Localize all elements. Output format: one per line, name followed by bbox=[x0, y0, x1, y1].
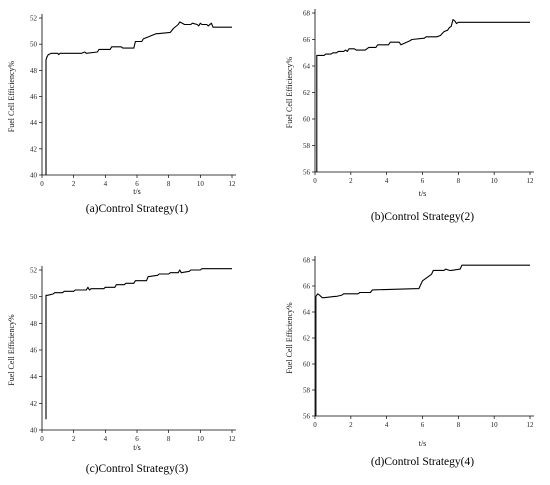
x-tick-label: 2 bbox=[72, 435, 76, 443]
panel-caption: (b)Control Strategy(2) bbox=[371, 211, 474, 223]
y-tick-label: 62 bbox=[303, 335, 311, 343]
y-tick-label: 42 bbox=[30, 400, 38, 408]
x-tick-label: 2 bbox=[349, 421, 353, 429]
x-tick-label: 10 bbox=[491, 421, 499, 429]
y-axis-label: Fuel Cell Efficiency% bbox=[285, 302, 294, 374]
x-tick-label: 10 bbox=[197, 180, 205, 188]
x-tick-label: 10 bbox=[491, 177, 499, 185]
x-tick-label: 2 bbox=[349, 177, 353, 185]
panel-caption: (c)Control Strategy(3) bbox=[86, 463, 189, 475]
x-tick-label: 6 bbox=[421, 177, 425, 185]
x-tick-label: 0 bbox=[40, 435, 44, 443]
efficiency-series-line bbox=[316, 19, 530, 172]
y-tick-label: 40 bbox=[30, 427, 38, 435]
x-tick-label: 12 bbox=[527, 177, 535, 185]
y-axis-label: Fuel Cell Efficiency% bbox=[7, 314, 16, 386]
y-tick-label: 58 bbox=[303, 142, 311, 150]
x-tick-label: 0 bbox=[313, 421, 317, 429]
y-tick-label: 62 bbox=[303, 89, 311, 97]
y-axis-label: Fuel Cell Efficiency% bbox=[285, 56, 294, 128]
y-tick-label: 58 bbox=[303, 387, 311, 395]
x-tick-label: 8 bbox=[457, 177, 461, 185]
x-axis-label: t/s bbox=[419, 189, 427, 198]
y-axis-label: Fuel Cell Efficiency% bbox=[7, 60, 16, 132]
x-tick-label: 4 bbox=[104, 180, 108, 188]
efficiency-series-line bbox=[45, 21, 232, 175]
y-tick-label: 64 bbox=[303, 309, 311, 317]
y-tick-label: 66 bbox=[303, 36, 311, 44]
x-tick-label: 12 bbox=[527, 421, 535, 429]
x-tick-label: 2 bbox=[72, 180, 76, 188]
y-tick-label: 52 bbox=[30, 15, 38, 23]
efficiency-series-line bbox=[45, 268, 232, 420]
x-tick-label: 4 bbox=[385, 421, 389, 429]
y-tick-label: 46 bbox=[30, 347, 38, 355]
y-tick-label: 64 bbox=[303, 63, 311, 71]
x-tick-label: 4 bbox=[104, 435, 108, 443]
y-tick-label: 40 bbox=[30, 172, 38, 180]
x-tick-label: 6 bbox=[135, 180, 139, 188]
panel-caption: (d)Control Strategy(4) bbox=[371, 456, 474, 468]
panel-caption: (a)Control Strategy(1) bbox=[86, 203, 189, 215]
y-tick-label: 56 bbox=[303, 413, 311, 421]
y-tick-label: 66 bbox=[303, 283, 311, 291]
x-tick-label: 12 bbox=[229, 180, 237, 188]
y-tick-label: 68 bbox=[303, 257, 311, 265]
x-tick-label: 12 bbox=[229, 435, 237, 443]
x-tick-label: 6 bbox=[135, 435, 139, 443]
x-tick-label: 6 bbox=[421, 421, 425, 429]
x-tick-label: 10 bbox=[197, 435, 205, 443]
x-tick-label: 8 bbox=[167, 180, 171, 188]
y-tick-label: 50 bbox=[30, 41, 38, 49]
y-tick-label: 56 bbox=[303, 169, 311, 177]
x-tick-label: 8 bbox=[167, 435, 171, 443]
y-tick-label: 44 bbox=[30, 373, 38, 381]
y-tick-label: 60 bbox=[303, 361, 311, 369]
efficiency-series-line bbox=[315, 264, 530, 416]
y-tick-label: 48 bbox=[30, 320, 38, 328]
y-tick-label: 46 bbox=[30, 93, 38, 101]
x-axis-label: t/s bbox=[133, 187, 141, 196]
y-tick-label: 44 bbox=[30, 119, 38, 127]
y-tick-label: 68 bbox=[303, 10, 311, 18]
y-tick-label: 50 bbox=[30, 293, 38, 301]
y-tick-label: 52 bbox=[30, 267, 38, 275]
x-tick-label: 4 bbox=[385, 177, 389, 185]
x-tick-label: 0 bbox=[40, 180, 44, 188]
x-tick-label: 0 bbox=[313, 177, 317, 185]
y-tick-label: 48 bbox=[30, 67, 38, 75]
y-tick-label: 60 bbox=[303, 116, 311, 124]
x-axis-label: t/s bbox=[419, 439, 427, 448]
x-axis-label: t/s bbox=[133, 443, 141, 452]
y-tick-label: 42 bbox=[30, 145, 38, 153]
x-tick-label: 8 bbox=[457, 421, 461, 429]
